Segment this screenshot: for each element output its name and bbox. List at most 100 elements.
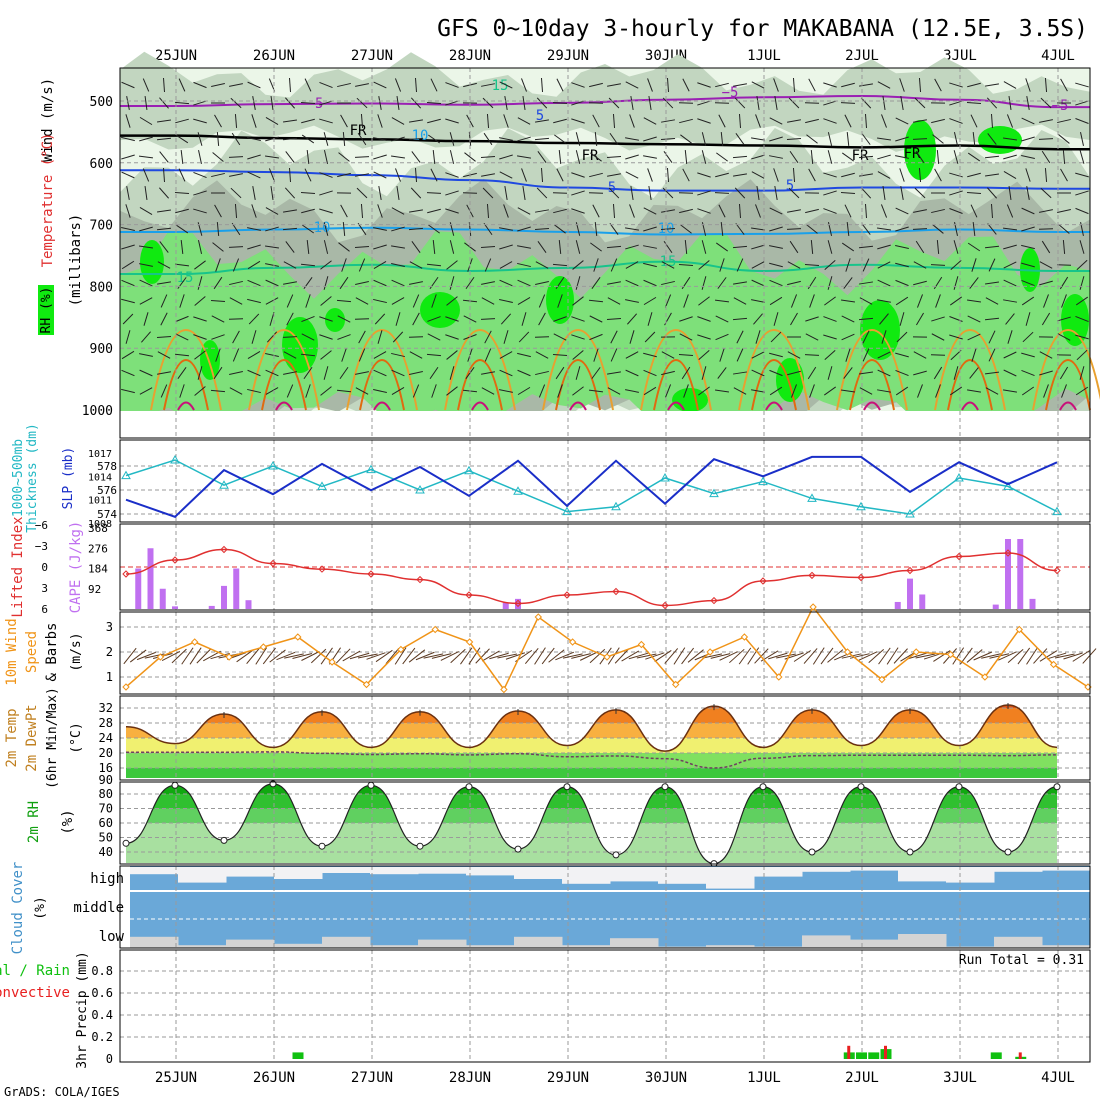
wind-barb	[643, 262, 657, 268]
wind-barb	[408, 649, 426, 663]
wind-barb	[499, 351, 513, 359]
lifted-index-marker	[465, 591, 473, 599]
wind-barb	[1044, 167, 1048, 183]
wind-barb	[625, 244, 639, 250]
wind-barb	[736, 330, 744, 344]
cloud-high-gap	[898, 867, 947, 882]
cloud-low-bar	[274, 943, 323, 948]
wind-barb	[823, 334, 837, 340]
wind-barb	[1003, 369, 1017, 377]
wind-barb	[807, 276, 817, 290]
wind-barb	[231, 132, 241, 146]
wind-barb	[215, 258, 221, 272]
wind-barb	[232, 258, 240, 272]
wind-barb	[445, 316, 459, 322]
wind-barb	[789, 240, 799, 254]
rh-marker	[220, 836, 228, 844]
wind-barb	[804, 354, 820, 356]
wind-barb	[181, 647, 194, 665]
wind-barb	[714, 192, 730, 194]
wind-barb	[481, 297, 495, 305]
cape-bar	[502, 602, 509, 609]
wind-speed-marker	[775, 673, 783, 681]
thickness-marker	[709, 488, 719, 498]
lifted-index-marker	[122, 570, 130, 578]
wind-barb	[282, 336, 298, 338]
wind-barb	[804, 264, 820, 266]
lifted-index-marker	[857, 573, 865, 582]
wind-barb	[373, 261, 387, 269]
wind-barb	[1003, 154, 1017, 160]
wind-barb	[552, 192, 568, 194]
wind-barb	[247, 260, 261, 270]
wind-barb	[666, 167, 670, 183]
wind-barb	[895, 155, 909, 159]
wind-barb	[717, 277, 727, 289]
wind-barb	[1039, 370, 1053, 376]
wind-barb	[738, 203, 742, 219]
wind-barb	[121, 154, 135, 160]
temperature-contour	[667, 401, 685, 411]
wind-barb	[913, 209, 927, 213]
wind-barb	[820, 647, 834, 665]
wind-barb	[988, 348, 996, 362]
wind-barb	[409, 371, 423, 375]
cloud-low-bar	[754, 946, 803, 948]
contour-label: FR	[852, 148, 869, 164]
wind-barb	[625, 154, 639, 160]
cloud-low-bar	[514, 936, 563, 948]
wind-barb	[1060, 78, 1068, 92]
wind-barb	[792, 167, 796, 183]
wind-barb	[729, 648, 745, 664]
temperature-contour	[863, 401, 881, 411]
wind-barb	[751, 81, 765, 89]
contour-label: 10	[412, 128, 429, 144]
wind-barb	[178, 78, 186, 92]
wind-barb	[788, 97, 800, 109]
lifted-index-marker	[514, 599, 522, 608]
wind-barb	[517, 207, 531, 215]
wind-barb	[1075, 118, 1089, 124]
wind-barb	[643, 207, 657, 215]
wind-barb	[913, 280, 927, 286]
wind-barb	[449, 132, 455, 146]
slp-tick-label: 1008	[88, 519, 112, 530]
bottom-date-label: 25JUN	[155, 1070, 197, 1086]
cape-bar	[1005, 539, 1011, 609]
wind-barb	[323, 276, 329, 290]
lifted-index-marker	[318, 565, 326, 573]
wind-barb	[159, 187, 169, 199]
wind-barb	[503, 114, 509, 128]
wind-barb	[337, 334, 351, 340]
lifted-index-marker	[563, 591, 571, 599]
wind-barb	[952, 647, 965, 665]
wind-barb	[157, 209, 171, 213]
wind-barb	[319, 208, 333, 214]
wind-barb	[787, 351, 801, 359]
wind-barb	[283, 119, 297, 123]
wind-barb	[126, 96, 130, 110]
wind-barb	[1059, 366, 1069, 380]
wind-barb	[484, 330, 492, 344]
wind-barb	[210, 389, 226, 393]
wind-barb	[609, 132, 619, 146]
pressure-tick-label: 1000	[82, 404, 113, 419]
wind-barb	[125, 330, 131, 344]
wind-barb	[735, 133, 745, 145]
wind-barb	[481, 371, 495, 375]
wind-barb	[391, 136, 405, 142]
wind-barb	[440, 651, 459, 661]
temperature-contour	[1059, 401, 1077, 411]
wind-barb	[341, 258, 347, 272]
wind-barb	[917, 294, 923, 308]
wind-barb	[481, 387, 495, 395]
wind-barb	[575, 150, 581, 164]
wind-barb	[481, 173, 495, 177]
pressure-tick-label: 800	[90, 280, 113, 295]
wind-barb	[1017, 647, 1031, 665]
wind-barb	[972, 131, 976, 147]
wind-barb	[1058, 224, 1070, 234]
wind-barb	[701, 132, 707, 146]
wind-barb	[517, 369, 531, 377]
wind-barb	[572, 386, 584, 396]
